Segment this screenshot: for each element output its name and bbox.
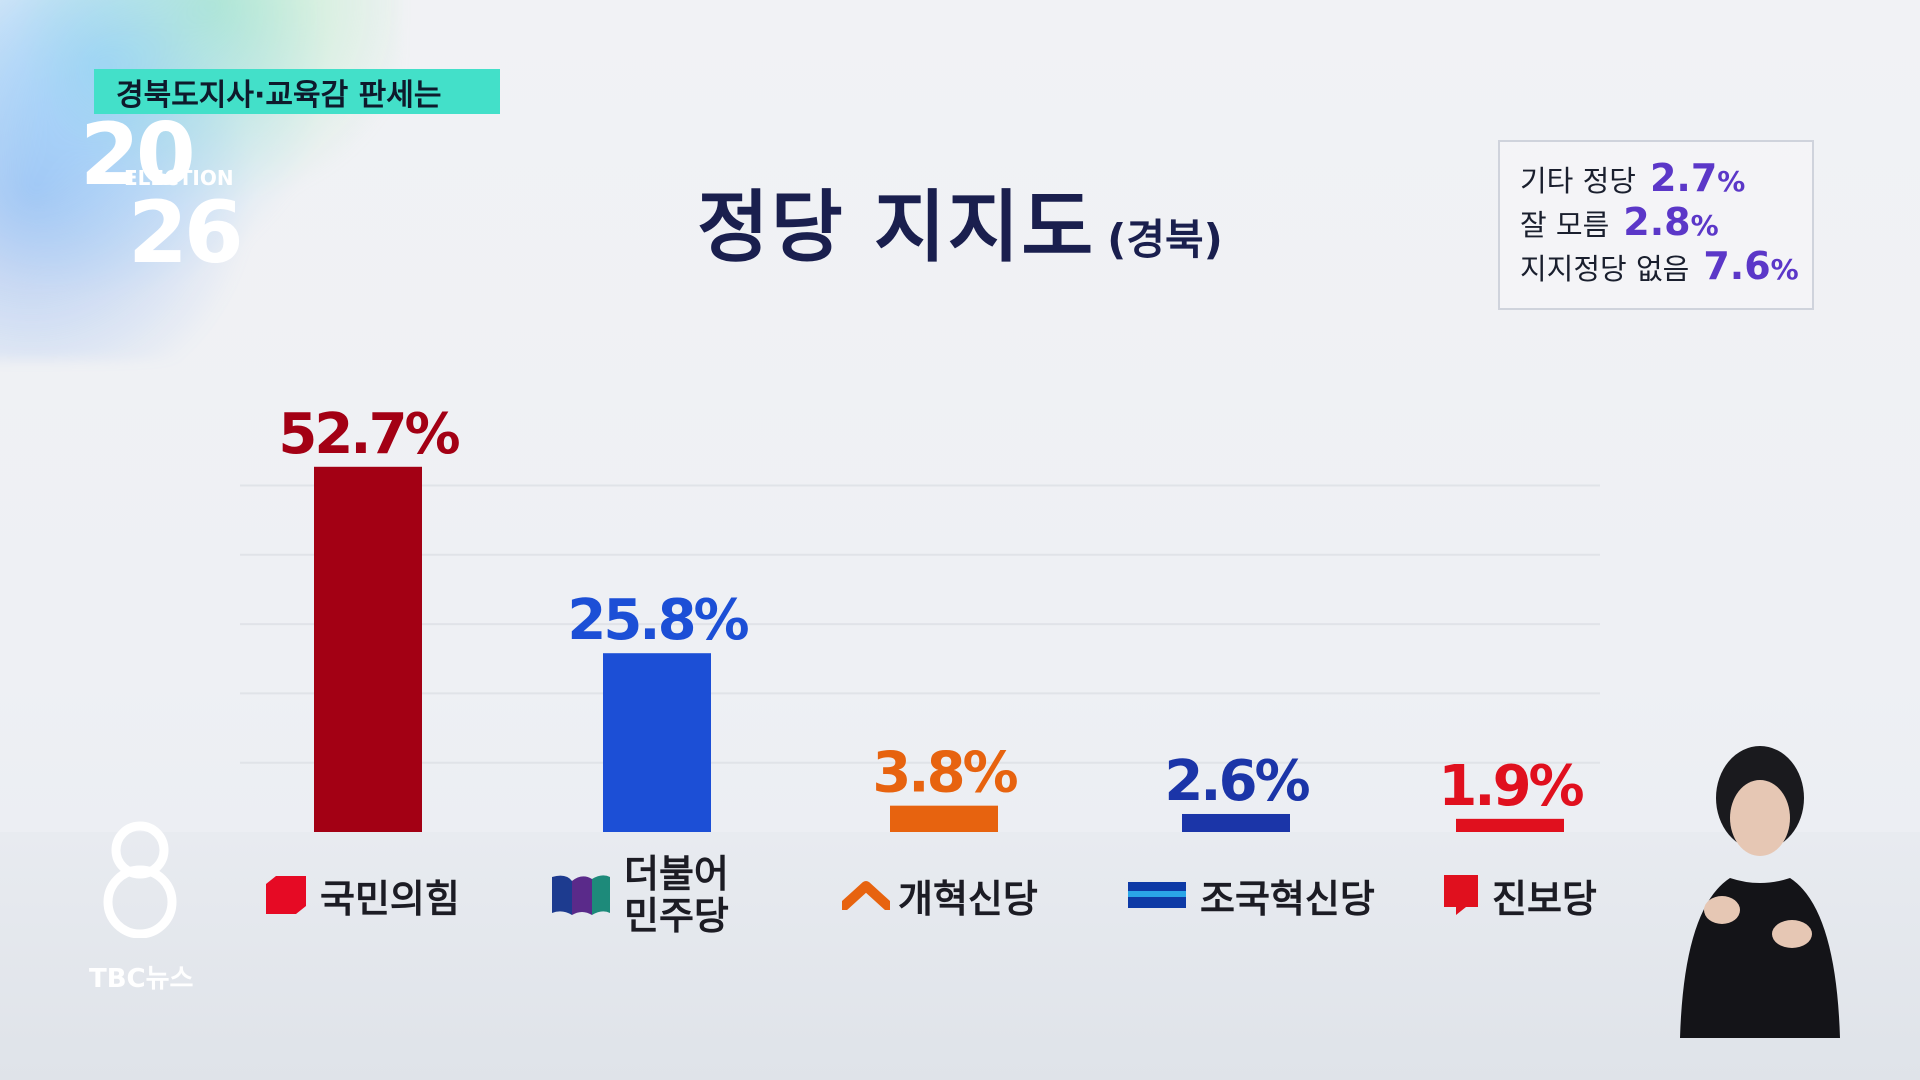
party-name-line1: 더불어 — [624, 852, 729, 896]
others-row: 지지정당 없음 7.6% — [1520, 244, 1799, 288]
others-box: 기타 정당 2.7% 잘 모름 2.8% 지지정당 없음 7.6% — [1498, 140, 1814, 310]
logo-middle: ELECTION — [124, 166, 234, 190]
party-label-reform: 개혁신당 — [842, 855, 1038, 935]
party-label-rebuilding: 조국혁신당 — [1128, 855, 1375, 935]
progressive-icon — [1444, 875, 1478, 915]
party-name-line2: 민주당 — [624, 894, 729, 938]
chart-title-main: 정당 지지도 — [697, 183, 1096, 273]
others-unit: % — [1717, 165, 1746, 198]
others-unit: % — [1690, 209, 1719, 242]
bar — [1182, 813, 1290, 832]
election-2026-logo: 20 ELECTION 26 — [80, 112, 250, 282]
others-unit: % — [1770, 253, 1799, 286]
bottom-band — [0, 832, 1920, 1080]
party-name: 조국혁신당 — [1200, 876, 1375, 921]
bar — [314, 466, 422, 832]
data-label: 3.8% — [872, 741, 1017, 806]
chart-title: 정당 지지도 (경북) — [0, 165, 1920, 277]
others-label: 잘 모름 — [1520, 208, 1610, 242]
channel-8-icon — [103, 821, 177, 938]
reform-icon — [842, 881, 890, 910]
topic-tag: 경북도지사·교육감 판세는 — [94, 69, 500, 114]
logo-line2: 26 — [128, 183, 244, 283]
minjoo-icon — [552, 875, 610, 915]
broadcaster-name: TBC뉴스 — [89, 964, 194, 994]
watercolor-decoration — [0, 0, 400, 360]
others-row: 잘 모름 2.8% — [1520, 200, 1792, 244]
party-label-minjoo: 더불어 민주당 — [552, 853, 729, 937]
others-value: 7.6 — [1703, 244, 1771, 288]
ppp-icon — [266, 876, 306, 914]
logo-line1: 20 — [80, 105, 196, 205]
broadcaster-logo: 8 TBC뉴스 — [89, 820, 193, 994]
party-name-two-line: 더불어 민주당 — [624, 853, 729, 937]
party-label-progressive: 진보당 — [1444, 855, 1597, 935]
party-name: 개혁신당 — [898, 876, 1038, 921]
bar — [1456, 818, 1564, 832]
others-label: 지지정당 없음 — [1520, 252, 1690, 286]
bar — [603, 653, 711, 832]
others-value: 2.7 — [1649, 156, 1718, 200]
sign-language-interpreter — [1680, 746, 1840, 1038]
bar — [890, 805, 998, 832]
others-row: 기타 정당 2.7% — [1520, 156, 1792, 200]
party-name: 진보당 — [1492, 876, 1597, 921]
others-value: 2.8 — [1623, 200, 1691, 244]
rebuilding-icon — [1128, 882, 1186, 908]
party-label-ppp: 국민의힘 — [266, 855, 460, 935]
data-label: 52.7% — [278, 402, 459, 467]
chart-title-sub: (경북) — [1107, 215, 1223, 264]
data-label: 1.9% — [1438, 754, 1583, 819]
data-label: 25.8% — [567, 588, 748, 653]
others-label: 기타 정당 — [1520, 164, 1636, 198]
topic-tag-text: 경북도지사·교육감 판세는 — [116, 77, 442, 113]
data-label: 2.6% — [1164, 749, 1309, 814]
party-name: 국민의힘 — [320, 876, 460, 921]
